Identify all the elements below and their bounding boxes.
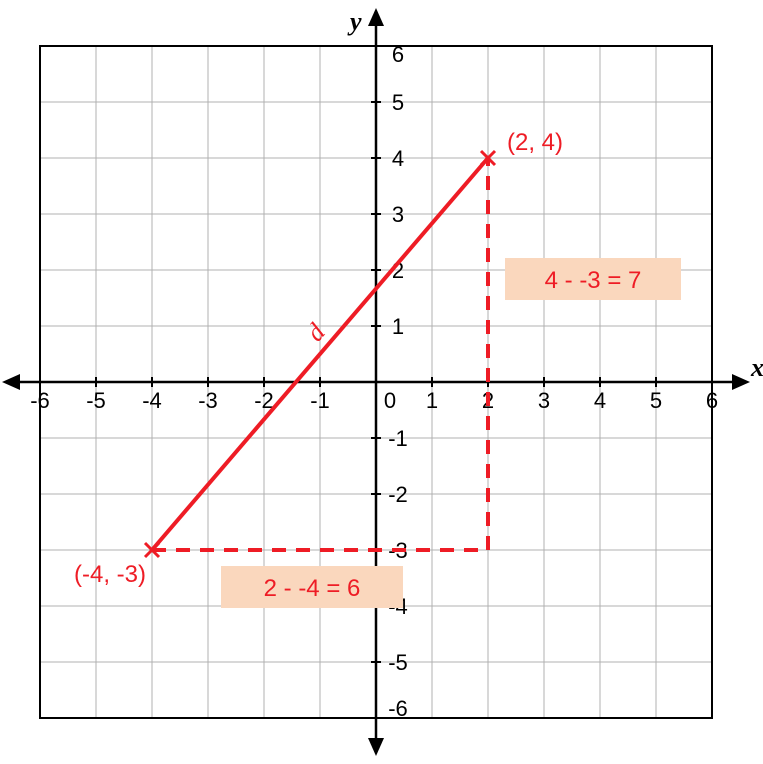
- x-tick-3: 3: [538, 388, 550, 413]
- y-tick-labels-pos: 1 2 3 4 5 6: [392, 42, 404, 339]
- x-tick--4: -4: [142, 388, 162, 413]
- y-tick-6: 6: [392, 42, 404, 67]
- x-tick--3: -3: [198, 388, 218, 413]
- distance-formula-chart: -6 -5 -4 -3 -2 -1 0 1 2 3 4 5 6 1 2 3 4 …: [0, 0, 763, 764]
- x-tick--5: -5: [86, 388, 106, 413]
- point2-label: (2, 4): [507, 129, 563, 156]
- y-tick-5: 5: [392, 90, 404, 115]
- y-tick--6: -6: [388, 696, 408, 721]
- hypotenuse-label: d: [300, 317, 331, 347]
- y-tick-3: 3: [392, 202, 404, 227]
- y-tick--2: -2: [388, 482, 408, 507]
- y-axis-arrow-down: [368, 738, 384, 756]
- axes: [2, 8, 750, 756]
- y-tick-4: 4: [392, 146, 404, 171]
- x-tick-5: 5: [650, 388, 662, 413]
- horizontal-annotation: 2 - -4 = 6: [221, 566, 403, 608]
- y-tick--5: -5: [388, 650, 408, 675]
- chart-svg: -6 -5 -4 -3 -2 -1 0 1 2 3 4 5 6 1 2 3 4 …: [0, 0, 763, 764]
- y-axis-label: y: [347, 7, 362, 36]
- x-tick--6: -6: [30, 388, 50, 413]
- x-tick-0: 0: [384, 388, 396, 413]
- x-axis-arrow-left: [2, 374, 20, 390]
- x-tick-labels: -6 -5 -4 -3 -2 -1 0 1 2 3 4 5 6: [30, 388, 718, 413]
- vertical-annotation: 4 - -3 = 7: [505, 258, 681, 300]
- x-tick--1: -1: [310, 388, 330, 413]
- x-tick-4: 4: [594, 388, 606, 413]
- vertical-annotation-text: 4 - -3 = 7: [545, 267, 642, 294]
- horizontal-annotation-text: 2 - -4 = 6: [264, 575, 361, 602]
- x-tick-1: 1: [426, 388, 438, 413]
- point1-label: (-4, -3): [74, 561, 146, 588]
- y-tick-1: 1: [392, 314, 404, 339]
- x-tick-6: 6: [706, 388, 718, 413]
- x-axis-arrow-right: [732, 374, 750, 390]
- x-axis-label: x: [750, 353, 763, 382]
- y-tick--1: -1: [388, 426, 408, 451]
- y-axis-arrow-up: [368, 8, 384, 26]
